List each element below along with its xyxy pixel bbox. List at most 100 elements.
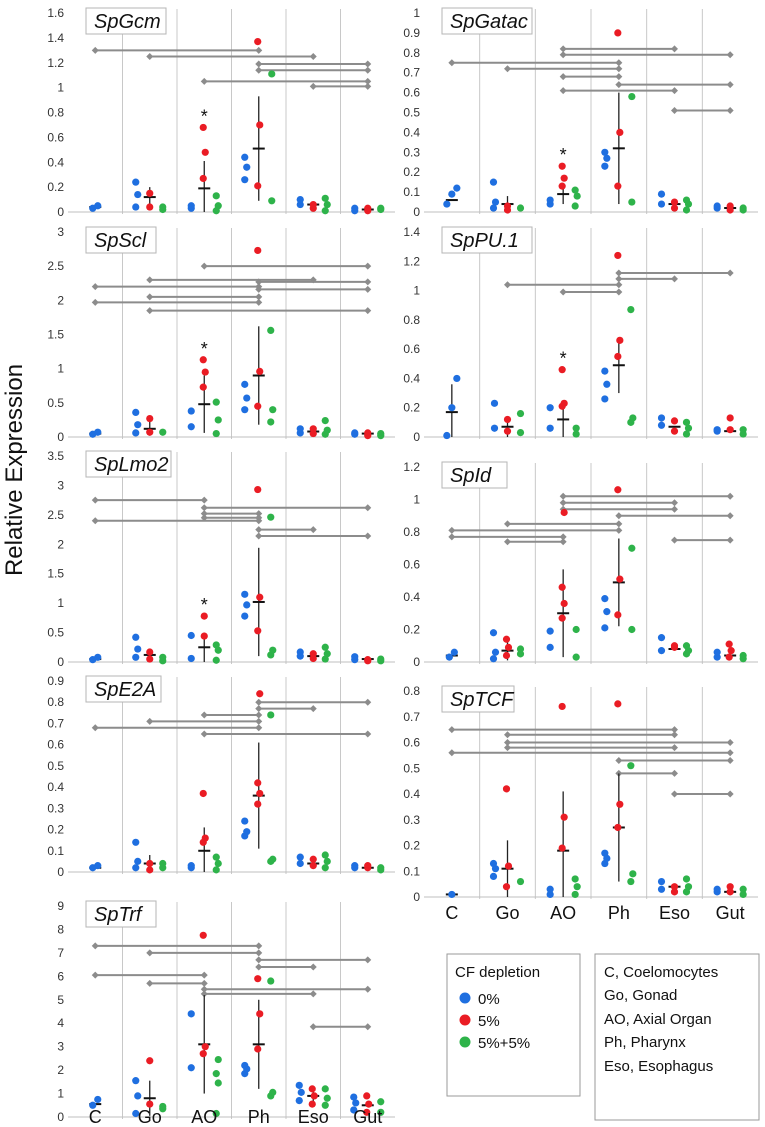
data-point-0% [489, 872, 498, 881]
data-point-5% [614, 352, 622, 361]
bracket-end-marker [255, 298, 263, 306]
data-point-5% [558, 162, 566, 170]
data-point-0% [657, 885, 666, 893]
bracket-end-marker [448, 749, 456, 757]
data-point-5%+5% [323, 1094, 331, 1102]
data-point-0% [132, 633, 140, 641]
x-category-label: Ph [608, 903, 630, 923]
data-point-5%+5% [321, 417, 329, 425]
data-point-0% [243, 163, 251, 171]
x-category-label: Gut [353, 1107, 382, 1127]
bracket-end-marker [448, 726, 456, 734]
data-point-5% [365, 1100, 373, 1108]
data-point-0% [295, 1081, 303, 1089]
panel-title-box [85, 226, 157, 254]
bracket-end-marker [200, 990, 208, 998]
panel-SpTCF: 0 0.1 0.2 0.3 0.4 0.5 0.6 0.7 0.8 SpTCF [403, 684, 758, 904]
bracket-end-marker [200, 514, 208, 522]
data-point-5% [558, 583, 566, 591]
data-point-5%+5% [628, 544, 636, 552]
x-category-label: AO [550, 903, 576, 923]
y-tick-label: 0.7 [47, 716, 64, 730]
abbrev-4: Eso, Esophagus [604, 1058, 713, 1075]
bracket-end-marker [726, 739, 734, 746]
y-tick-label: 3 [57, 1040, 64, 1054]
data-point-5% [670, 204, 679, 212]
y-tick-label: 8 [57, 922, 64, 936]
data-point-5% [254, 975, 262, 983]
data-point-5%+5% [516, 429, 525, 437]
data-point-5%+5% [682, 196, 691, 204]
panel-SpLmo2: 0 0.5 1 1.5 2 2.5 3 3.5 * SpLmo2 [47, 449, 395, 669]
data-point-5% [310, 1092, 318, 1100]
bracket-end-marker [364, 278, 372, 286]
bracket-end-marker [726, 107, 734, 115]
panel-title: SpPU.1 [450, 230, 519, 252]
bracket-end-marker [91, 942, 99, 950]
data-point-5% [560, 174, 568, 182]
data-point-0% [187, 1010, 195, 1018]
data-point-5%+5% [269, 1088, 277, 1096]
data-point-0% [134, 1092, 142, 1100]
data-point-5% [363, 1092, 371, 1100]
bracket-end-marker [615, 269, 623, 277]
data-point-0% [94, 428, 102, 436]
y-tick-label: 1 [57, 596, 64, 610]
data-point-0% [241, 380, 249, 388]
y-tick-label: 0.2 [47, 823, 64, 837]
data-point-0% [350, 1106, 358, 1114]
data-point-0% [489, 859, 498, 868]
bracket-end-marker [255, 46, 263, 54]
data-point-5%+5% [269, 855, 277, 863]
data-point-0% [241, 406, 249, 414]
bracket-end-marker [615, 275, 623, 283]
bracket-end-marker [559, 533, 567, 541]
data-point-5%+5% [572, 424, 580, 432]
panel-SpE2A: 0 0.1 0.2 0.3 0.4 0.5 0.6 0.7 0.8 0.9 SpE2A [47, 674, 395, 879]
data-point-5%+5% [573, 883, 581, 891]
legend-box [446, 953, 581, 1097]
data-point-5%+5% [629, 870, 637, 878]
y-tick-label: 1 [57, 362, 64, 376]
bracket-end-marker [146, 293, 154, 301]
data-point-5% [200, 612, 208, 620]
data-point-5%+5% [571, 186, 579, 194]
y-tick-label: 0 [413, 430, 420, 444]
data-point-0% [132, 1077, 140, 1085]
data-point-5%+5% [267, 326, 275, 334]
data-point-0% [187, 202, 195, 210]
data-point-5% [503, 427, 512, 435]
y-tick-label: 0.9 [47, 674, 64, 688]
data-point-0% [350, 1093, 358, 1101]
bracket-end-marker [726, 269, 734, 277]
bracket-end-marker [671, 87, 678, 95]
data-point-5%+5% [321, 194, 329, 202]
data-point-5% [616, 800, 624, 808]
data-point-5% [558, 366, 566, 374]
bracket-end-marker [364, 985, 372, 993]
panel-title: SpTCF [450, 689, 515, 711]
y-tick-label: 0.4 [403, 590, 420, 604]
bracket-end-marker [364, 77, 372, 85]
bracket-end-marker [504, 739, 511, 746]
y-tick-label: 0.6 [47, 738, 64, 752]
y-tick-label: 1.6 [47, 6, 64, 20]
bracket-end-marker [309, 963, 317, 971]
data-point-0% [296, 200, 304, 209]
panel-title: SpGatac [450, 11, 528, 33]
data-point-5%+5% [321, 1085, 329, 1093]
data-point-5% [254, 627, 262, 635]
bracket-end-marker [255, 705, 263, 713]
data-point-0% [546, 196, 554, 204]
data-point-5% [254, 800, 262, 808]
bracket-end-marker [504, 65, 511, 73]
data-point-5% [504, 862, 513, 870]
bracket-end-marker [726, 757, 734, 765]
data-point-5%+5% [212, 656, 220, 664]
data-point-5% [364, 656, 372, 664]
data-point-0% [351, 429, 359, 437]
data-point-5% [670, 417, 679, 425]
y-tick-label: 2.5 [47, 508, 64, 522]
bracket-end-marker [255, 60, 263, 68]
